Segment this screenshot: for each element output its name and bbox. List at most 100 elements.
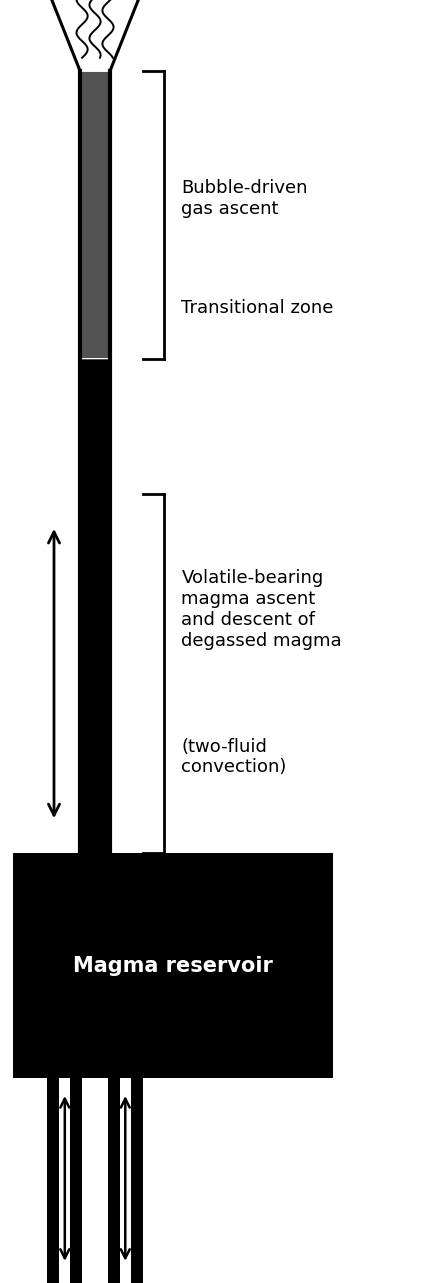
Bar: [80, 359, 110, 405]
Bar: [80, 72, 110, 319]
Bar: [80, 72, 110, 95]
Bar: [80, 72, 110, 160]
Bar: [80, 72, 110, 127]
Bar: [80, 359, 110, 413]
Bar: [80, 359, 110, 398]
Bar: [80, 359, 110, 409]
Bar: [80, 72, 110, 86]
Bar: [80, 72, 110, 353]
Bar: [80, 72, 110, 316]
Bar: [80, 359, 110, 375]
Bar: [80, 359, 110, 398]
Bar: [80, 72, 110, 103]
Bar: [80, 72, 110, 217]
Bar: [80, 361, 110, 421]
Bar: [80, 72, 110, 340]
Bar: [80, 72, 110, 108]
Bar: [80, 72, 110, 189]
Bar: [80, 72, 110, 282]
Bar: [80, 361, 110, 489]
Bar: [80, 359, 110, 411]
Bar: [80, 359, 110, 393]
Bar: [80, 72, 110, 113]
Bar: [80, 359, 110, 389]
Bar: [80, 359, 110, 371]
Bar: [80, 72, 110, 167]
Bar: [80, 359, 110, 371]
Bar: [80, 72, 110, 114]
Bar: [80, 72, 110, 162]
Bar: [80, 72, 110, 255]
Bar: [80, 72, 110, 341]
Bar: [80, 72, 110, 100]
Bar: [80, 359, 110, 399]
Bar: [80, 361, 110, 461]
Bar: [80, 72, 110, 269]
Bar: [80, 361, 110, 431]
Bar: [80, 72, 110, 196]
Bar: [80, 72, 110, 124]
Bar: [80, 72, 110, 271]
Bar: [80, 72, 110, 155]
Bar: [80, 361, 110, 479]
Bar: [80, 359, 110, 396]
Bar: [80, 359, 110, 367]
Bar: [80, 361, 110, 435]
Bar: [80, 359, 110, 378]
Bar: [80, 72, 110, 209]
Bar: [80, 72, 110, 183]
Bar: [80, 72, 110, 249]
Bar: [80, 72, 110, 312]
Bar: [80, 361, 110, 466]
Bar: [80, 72, 110, 176]
Bar: [80, 361, 110, 444]
Bar: [80, 359, 110, 378]
Bar: [80, 361, 110, 420]
Bar: [80, 359, 110, 368]
Bar: [80, 359, 110, 366]
Bar: [80, 361, 110, 455]
Bar: [80, 72, 110, 272]
Bar: [80, 72, 110, 331]
Bar: [80, 72, 110, 316]
Bar: [80, 72, 110, 353]
Bar: [80, 359, 110, 395]
Bar: [80, 361, 110, 467]
Bar: [80, 72, 110, 142]
Bar: [80, 72, 110, 307]
Bar: [80, 359, 110, 371]
Bar: [80, 359, 110, 414]
Bar: [80, 72, 110, 185]
Bar: [80, 72, 110, 230]
Bar: [80, 361, 110, 452]
Bar: [80, 72, 110, 181]
Bar: [80, 72, 110, 357]
Bar: [80, 72, 110, 173]
Bar: [80, 72, 110, 166]
Bar: [80, 359, 110, 364]
Bar: [80, 72, 110, 232]
Bar: [80, 72, 110, 145]
Text: (two-fluid
convection): (two-fluid convection): [181, 738, 287, 776]
Bar: [80, 72, 110, 133]
Bar: [80, 72, 110, 239]
Bar: [80, 72, 110, 289]
Bar: [80, 72, 110, 92]
Bar: [80, 359, 110, 408]
Bar: [80, 72, 110, 139]
Bar: [80, 361, 110, 440]
Bar: [80, 72, 110, 146]
Bar: [80, 72, 110, 234]
Bar: [80, 72, 110, 196]
Bar: [80, 72, 110, 278]
Bar: [80, 72, 110, 331]
Bar: [80, 72, 110, 336]
Bar: [80, 72, 110, 168]
Bar: [80, 361, 110, 481]
Bar: [80, 361, 110, 435]
Bar: [80, 72, 110, 291]
Bar: [80, 72, 110, 121]
Bar: [80, 361, 110, 473]
Bar: [80, 361, 110, 476]
Bar: [80, 359, 110, 391]
